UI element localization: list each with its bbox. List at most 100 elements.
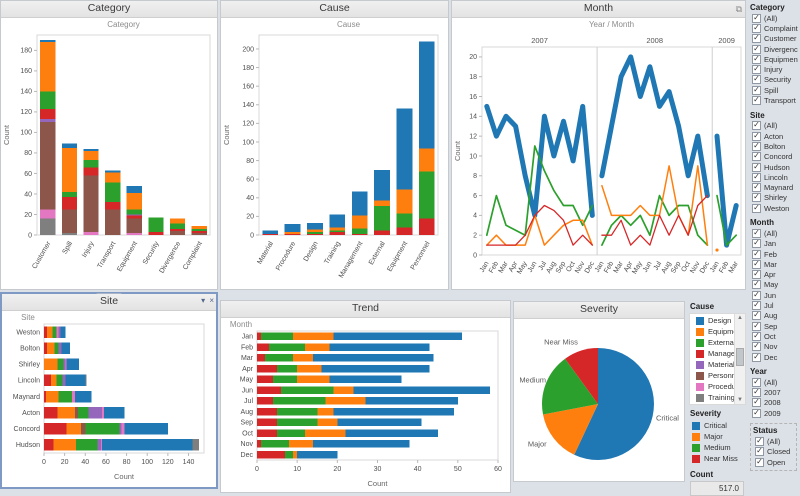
- bar-segment-orange[interactable]: [297, 364, 322, 373]
- bar-segment-green[interactable]: [418, 171, 435, 219]
- pie-slice-critical[interactable]: [574, 348, 654, 460]
- bar-segment-purple[interactable]: [58, 342, 62, 354]
- checkbox-icon[interactable]: ✓: [752, 23, 761, 33]
- bar-segment-green[interactable]: [273, 375, 298, 384]
- checkbox-icon[interactable]: ✓: [752, 54, 761, 64]
- checkbox-icon[interactable]: ✓: [752, 85, 761, 95]
- line-series-nearmiss[interactable]: [601, 194, 709, 246]
- bar-segment-orange[interactable]: [169, 218, 186, 224]
- line-series-medium[interactable]: [716, 194, 738, 246]
- scrollbar[interactable]: ▲ ▼: [734, 314, 745, 404]
- bar-segment-red[interactable]: [257, 397, 274, 405]
- bar-segment-green[interactable]: [169, 223, 186, 229]
- filter-item-all[interactable]: ✓ (All): [753, 436, 794, 447]
- filter-item-2008[interactable]: ✓ 2008: [750, 398, 798, 408]
- bar-segment-blue[interactable]: [307, 222, 323, 230]
- bar-segment-green[interactable]: [329, 230, 346, 233]
- bar-segment-orange[interactable]: [374, 200, 390, 207]
- bar-segment-blue[interactable]: [313, 354, 434, 362]
- filter-item-spill[interactable]: ✓ Spill: [750, 85, 798, 95]
- bar-segment-brown[interactable]: [74, 406, 79, 419]
- bar-segment-pink[interactable]: [121, 423, 125, 435]
- bar-segment-orange[interactable]: [61, 147, 78, 192]
- bar-segment-brown[interactable]: [81, 423, 86, 435]
- bar-segment-green[interactable]: [261, 332, 294, 341]
- bar-segment-green[interactable]: [56, 374, 63, 387]
- cause-legend-item-procedure[interactable]: Procedure: [690, 381, 743, 392]
- window-cause-titlebar[interactable]: Cause: [221, 1, 448, 18]
- bar-segment-green[interactable]: [85, 423, 120, 435]
- filter-item-mar[interactable]: ✓ Mar: [750, 259, 798, 269]
- bar-segment-orange[interactable]: [289, 440, 314, 448]
- filter-item-oct[interactable]: ✓ Oct: [750, 331, 798, 341]
- checkbox-icon[interactable]: ✓: [752, 182, 761, 193]
- checkbox-icon[interactable]: ✓: [752, 269, 761, 280]
- bar-segment-green[interactable]: [277, 429, 306, 437]
- bar-segment-green[interactable]: [126, 209, 142, 215]
- filter-item-jan[interactable]: ✓ Jan: [750, 239, 798, 249]
- bar-segment-green[interactable]: [78, 406, 89, 419]
- bar-segment-blue[interactable]: [284, 223, 301, 233]
- filter-item-feb[interactable]: ✓ Feb: [750, 249, 798, 259]
- trend-bar-chart[interactable]: Month 0 10 20 30 40 50 60 Count Jan Feb Mar Apr May Ju…: [221, 317, 510, 492]
- line-series-major[interactable]: [601, 165, 709, 246]
- bar-segment-blue[interactable]: [101, 439, 193, 451]
- bar-segment-blue[interactable]: [365, 397, 458, 405]
- filter-item-acton[interactable]: ✓ Acton: [750, 131, 798, 141]
- bar-segment-red[interactable]: [351, 234, 368, 235]
- bar-segment-blue[interactable]: [83, 148, 99, 151]
- checkbox-icon[interactable]: ✓: [752, 120, 761, 131]
- bar-segment-blue[interactable]: [61, 342, 70, 354]
- bar-segment-orange[interactable]: [126, 192, 142, 210]
- bar-segment-red[interactable]: [257, 407, 278, 416]
- bar-segment-red[interactable]: [307, 234, 323, 235]
- bar-segment-green[interactable]: [58, 390, 72, 403]
- bar-segment-green[interactable]: [285, 450, 294, 459]
- filter-item-jul[interactable]: ✓ Jul: [750, 300, 798, 311]
- bar-segment-orange[interactable]: [284, 232, 301, 235]
- bar-segment-blue[interactable]: [333, 332, 462, 341]
- bar-segment-orange[interactable]: [46, 390, 59, 403]
- severity-legend-item-critical[interactable]: Critical: [686, 420, 746, 431]
- window-month-titlebar[interactable]: Month ⧉: [452, 1, 745, 18]
- bar-segment-blue[interactable]: [61, 143, 78, 148]
- scroll-up-icon[interactable]: ▲: [737, 315, 743, 321]
- window-site-titlebar[interactable]: Site ▾ ×: [2, 294, 216, 311]
- site-bar-chart[interactable]: Site 0 20 40 60 80 100 120 140 Count Weston Bolton S…: [2, 310, 216, 487]
- checkbox-icon[interactable]: ✓: [752, 238, 761, 249]
- bar-segment-blue[interactable]: [418, 41, 435, 149]
- bar-segment-orange[interactable]: [191, 225, 207, 229]
- cause-legend-item-equipment[interactable]: Equipment: [690, 326, 744, 337]
- bar-segment-blue[interactable]: [329, 375, 402, 384]
- checkbox-icon[interactable]: ✓: [752, 310, 761, 321]
- checkbox-icon[interactable]: ✓: [755, 436, 764, 447]
- bar-segment-green[interactable]: [57, 358, 64, 371]
- filter-item-concord[interactable]: ✓ Concord: [750, 152, 798, 162]
- bar-segment-blue[interactable]: [126, 185, 142, 193]
- bar-segment-blue[interactable]: [396, 108, 413, 190]
- bar-segment-orange[interactable]: [418, 148, 435, 172]
- bar-segment-orange[interactable]: [40, 42, 56, 92]
- filter-item-lincoln[interactable]: ✓ Lincoln: [750, 172, 798, 182]
- bar-segment-orange[interactable]: [66, 423, 82, 435]
- window-category-titlebar[interactable]: Category: [1, 1, 217, 18]
- bar-segment-blue[interactable]: [262, 230, 279, 235]
- checkbox-icon[interactable]: ✓: [752, 141, 761, 151]
- bar-segment-brown[interactable]: [126, 218, 142, 233]
- checkbox-icon[interactable]: ✓: [752, 43, 761, 54]
- bar-segment-orange[interactable]: [293, 332, 334, 341]
- bar-segment-brown[interactable]: [40, 122, 56, 210]
- bar-segment-orange[interactable]: [47, 342, 55, 354]
- bar-segment-gray[interactable]: [61, 232, 78, 235]
- bar-segment-purple[interactable]: [62, 374, 66, 387]
- cause-bar-chart[interactable]: Cause Count 0 20 40 60 80 100 120 140 160 180 200 Mat…: [221, 17, 448, 289]
- filter-item-2007[interactable]: ✓ 2007: [750, 388, 798, 398]
- bar-segment-orange[interactable]: [325, 397, 366, 405]
- bar-segment-red[interactable]: [262, 234, 279, 235]
- bar-segment-gray[interactable]: [40, 218, 56, 235]
- bar-segment-red[interactable]: [44, 342, 48, 354]
- bar-segment-green[interactable]: [277, 364, 298, 373]
- bar-segment-green[interactable]: [351, 228, 368, 235]
- bar-segment-blue[interactable]: [374, 169, 390, 201]
- severity-pie-chart[interactable]: Critical Major Medium Near Miss: [514, 318, 684, 481]
